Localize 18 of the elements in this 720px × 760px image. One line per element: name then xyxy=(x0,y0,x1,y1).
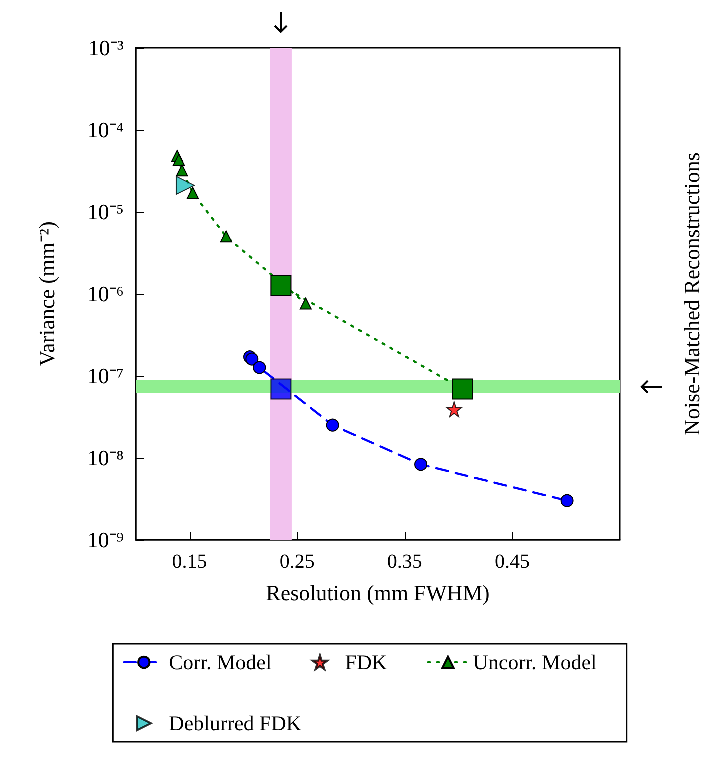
legend-label: Deblurred FDK xyxy=(169,712,302,736)
text: Noise-Matched Reconstructions xyxy=(680,152,704,436)
y-tick-label: 10⁻⁹ xyxy=(87,528,124,552)
x-tick-label: 0.35 xyxy=(387,551,422,573)
y-tick-label: 10⁻⁸ xyxy=(87,446,124,470)
legend-label: FDK xyxy=(345,650,388,674)
y-tick-label: 10⁻⁵ xyxy=(87,200,124,224)
legend-label: Corr. Model xyxy=(169,650,272,674)
y-axis-title: Variance (mm⁻²) xyxy=(34,222,60,366)
x-tick-label: 0.25 xyxy=(280,551,315,573)
x-tick-label: 0.15 xyxy=(172,551,208,573)
y-tick-label: 10⁻⁷ xyxy=(87,364,124,388)
x-axis-title: Resolution (mm FWHM) xyxy=(266,580,490,606)
y-tick-label: 10⁻⁶ xyxy=(87,282,124,306)
x-tick-label: 0.45 xyxy=(494,551,530,573)
y-tick-label: 10⁻³ xyxy=(88,36,124,60)
y-tick-label: 10⁻⁴ xyxy=(87,118,124,142)
legend-label: Uncorr. Model xyxy=(473,650,598,674)
